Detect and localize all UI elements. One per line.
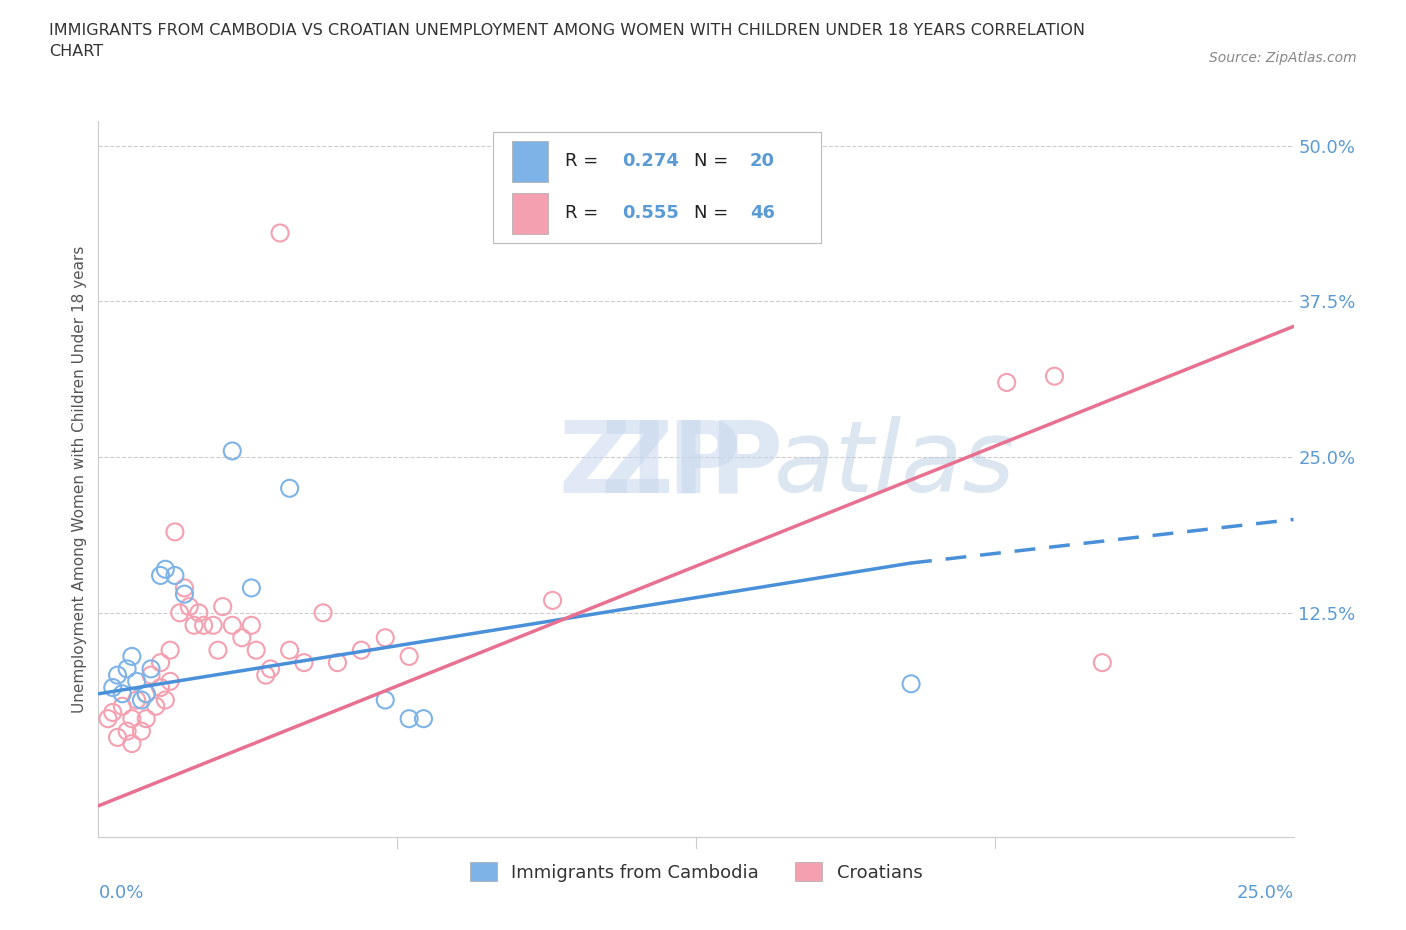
Text: atlas: atlas bbox=[773, 416, 1015, 513]
Point bbox=[121, 737, 143, 751]
Point bbox=[135, 686, 157, 701]
Point bbox=[231, 631, 253, 645]
Point bbox=[202, 618, 225, 632]
Point bbox=[278, 643, 301, 658]
Point bbox=[135, 686, 157, 701]
Point bbox=[374, 631, 396, 645]
Text: IMMIGRANTS FROM CAMBODIA VS CROATIAN UNEMPLOYMENT AMONG WOMEN WITH CHILDREN UNDE: IMMIGRANTS FROM CAMBODIA VS CROATIAN UNE… bbox=[49, 23, 1085, 60]
Point bbox=[240, 618, 263, 632]
Point bbox=[125, 693, 148, 708]
Point bbox=[1091, 656, 1114, 671]
Text: ZIP: ZIP bbox=[558, 416, 741, 513]
Point bbox=[398, 649, 420, 664]
Point bbox=[900, 676, 922, 691]
Point bbox=[259, 661, 281, 676]
Point bbox=[183, 618, 205, 632]
Point bbox=[1043, 369, 1066, 384]
Point bbox=[312, 605, 335, 620]
Text: Source: ZipAtlas.com: Source: ZipAtlas.com bbox=[1209, 51, 1357, 65]
Point bbox=[155, 693, 177, 708]
Legend: Immigrants from Cambodia, Croatians: Immigrants from Cambodia, Croatians bbox=[463, 855, 929, 889]
Point bbox=[149, 680, 172, 695]
Point bbox=[207, 643, 229, 658]
Point bbox=[107, 730, 129, 745]
Point bbox=[412, 711, 434, 726]
Point bbox=[995, 375, 1018, 390]
Text: N =: N = bbox=[693, 204, 734, 222]
Point bbox=[163, 525, 186, 539]
Point bbox=[374, 693, 396, 708]
Text: 0.555: 0.555 bbox=[621, 204, 679, 222]
Point bbox=[121, 649, 143, 664]
Point bbox=[541, 593, 564, 608]
Point bbox=[101, 680, 124, 695]
Point bbox=[149, 568, 172, 583]
Point bbox=[173, 580, 195, 595]
Point bbox=[278, 481, 301, 496]
Point bbox=[155, 562, 177, 577]
FancyBboxPatch shape bbox=[512, 193, 548, 233]
Point bbox=[398, 711, 420, 726]
Point bbox=[111, 698, 134, 713]
Point bbox=[111, 686, 134, 701]
Point bbox=[115, 724, 138, 738]
FancyBboxPatch shape bbox=[494, 132, 821, 243]
Point bbox=[97, 711, 120, 726]
Point bbox=[131, 724, 153, 738]
Point bbox=[245, 643, 267, 658]
Point bbox=[292, 656, 315, 671]
Point bbox=[269, 226, 291, 241]
Point bbox=[101, 705, 124, 720]
Point bbox=[145, 698, 167, 713]
Point bbox=[159, 674, 181, 689]
FancyBboxPatch shape bbox=[512, 140, 548, 181]
Point bbox=[221, 444, 243, 458]
Point bbox=[193, 618, 215, 632]
Text: 46: 46 bbox=[749, 204, 775, 222]
Point bbox=[135, 711, 157, 726]
Point bbox=[163, 568, 186, 583]
Point bbox=[173, 587, 195, 602]
Point bbox=[131, 693, 153, 708]
Point bbox=[159, 643, 181, 658]
Text: ZIP: ZIP bbox=[600, 416, 783, 513]
Text: 0.0%: 0.0% bbox=[98, 884, 143, 901]
Text: 25.0%: 25.0% bbox=[1236, 884, 1294, 901]
Text: R =: R = bbox=[565, 153, 603, 170]
Point bbox=[139, 661, 162, 676]
Point bbox=[149, 656, 172, 671]
Point bbox=[350, 643, 373, 658]
Point bbox=[187, 605, 209, 620]
Point bbox=[211, 599, 233, 614]
Point bbox=[254, 668, 277, 683]
Point bbox=[240, 580, 263, 595]
Point bbox=[326, 656, 349, 671]
Point bbox=[221, 618, 243, 632]
Point bbox=[169, 605, 191, 620]
Y-axis label: Unemployment Among Women with Children Under 18 years: Unemployment Among Women with Children U… bbox=[72, 246, 87, 712]
Point bbox=[125, 674, 148, 689]
Point bbox=[121, 711, 143, 726]
Text: 0.274: 0.274 bbox=[621, 153, 679, 170]
Text: N =: N = bbox=[693, 153, 734, 170]
Point bbox=[139, 668, 162, 683]
Point bbox=[107, 668, 129, 683]
Point bbox=[115, 661, 138, 676]
Text: ZIP: ZIP bbox=[600, 416, 783, 513]
Point bbox=[179, 599, 201, 614]
Text: 20: 20 bbox=[749, 153, 775, 170]
Text: R =: R = bbox=[565, 204, 603, 222]
